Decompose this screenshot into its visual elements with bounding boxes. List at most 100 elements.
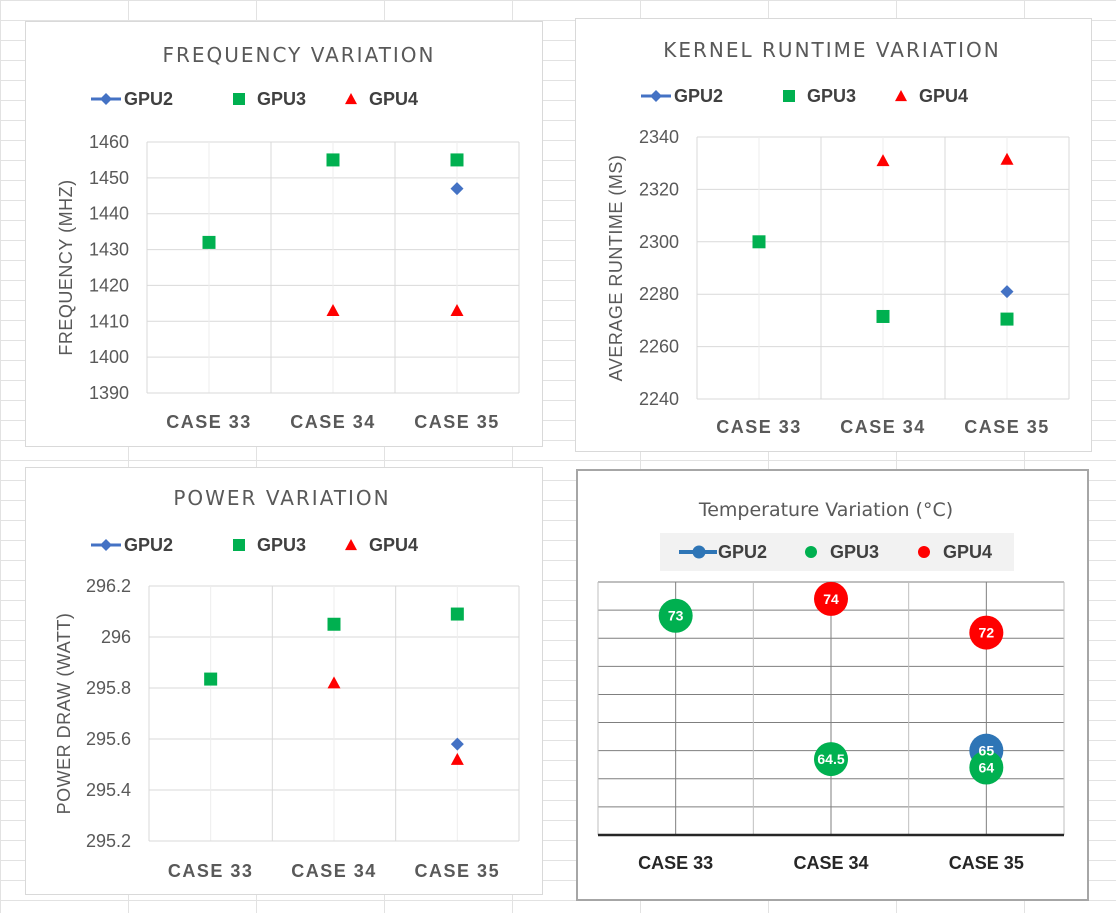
temperature-chart: Temperature Variation (°C) GPU2 GPU3 GPU4 CA… <box>597 499 1065 873</box>
y-tick-label: 1420 <box>89 275 129 295</box>
legend: GPU2 GPU3 GPU4 <box>91 535 418 555</box>
y-tick-label: 1450 <box>89 168 129 188</box>
point-gpu3-case-34 <box>876 309 890 323</box>
point-gpu3-case-33 <box>202 235 216 249</box>
y-tick-label: 295.8 <box>86 678 131 698</box>
gridlines <box>696 136 1070 400</box>
legend-background <box>660 533 1014 571</box>
y-tick-label: 2240 <box>639 389 679 409</box>
legend: GPU2 GPU3 GPU4 <box>641 86 968 106</box>
x-tick-label: CASE 35 <box>414 412 500 432</box>
x-tick-label: CASE 33 <box>166 412 252 432</box>
x-tick-label: CASE 34 <box>290 412 376 432</box>
point-gpu3-case-35 <box>969 750 1004 785</box>
legend-label-gpu4: GPU4 <box>919 86 968 106</box>
legend-label-gpu2: GPU2 <box>124 535 173 555</box>
legend-label-gpu4: GPU4 <box>369 535 418 555</box>
legend-label-gpu4: GPU4 <box>943 542 992 562</box>
y-tick-label: 2300 <box>639 232 679 252</box>
point-gpu3-case-34 <box>326 153 340 167</box>
legend-label-gpu3: GPU3 <box>257 535 306 555</box>
y-tick-label: 2320 <box>639 179 679 199</box>
data-label-gpu3-case-34: 64.5 <box>817 751 844 767</box>
legend-marker-gpu4 <box>895 90 907 102</box>
x-tick-label: CASE 35 <box>949 853 1024 873</box>
x-tick-label: CASE 33 <box>168 861 254 881</box>
gridlines <box>148 585 520 842</box>
legend-label-gpu3: GPU3 <box>830 542 879 562</box>
y-tick-label: 296 <box>101 627 131 647</box>
point-gpu3-case-33 <box>204 672 218 686</box>
power-chart-panel: POWER VARIATION GPU2 GPU3 GPU4 295.2 295.4 295… <box>25 467 543 895</box>
x-tick-label: CASE 33 <box>716 417 802 437</box>
legend: GPU2 GPU3 GPU4 <box>91 89 418 109</box>
y-tick-label: 1430 <box>89 240 129 260</box>
legend-marker-gpu3 <box>783 90 795 102</box>
point-gpu4-case-35 <box>969 615 1004 650</box>
y-axis-label: POWER DRAW (WATT) <box>54 613 74 815</box>
chart-title: POWER VARIATION <box>173 486 390 510</box>
data-label-gpu3-case-35: 64 <box>979 760 995 776</box>
y-tick-label: 1410 <box>89 311 129 331</box>
legend-label-gpu2: GPU2 <box>124 89 173 109</box>
y-tick-label: 295.6 <box>86 729 131 749</box>
point-gpu4-case-34 <box>814 581 848 616</box>
legend: GPU2 GPU3 GPU4 <box>660 533 1014 571</box>
y-tick-label: 295.2 <box>86 831 131 851</box>
power-chart: POWER VARIATION GPU2 GPU3 GPU4 295.2 295.4 295… <box>54 486 520 881</box>
y-tick-label: 1400 <box>89 347 129 367</box>
point-gpu3-case-35 <box>1000 312 1014 326</box>
point-gpu3-case-34 <box>814 742 848 777</box>
y-axis-label: FREQUENCY (MHZ) <box>56 179 76 355</box>
point-gpu4-case-35 <box>450 304 464 317</box>
y-tick-label: 1390 <box>89 383 129 403</box>
legend-marker-gpu2 <box>692 545 706 559</box>
point-gpu4-case-34 <box>326 304 340 317</box>
point-gpu4-case-34 <box>876 154 890 167</box>
legend-marker-gpu2 <box>650 90 662 102</box>
x-tick-label: CASE 34 <box>793 853 868 873</box>
y-tick-label: 2260 <box>639 337 679 357</box>
runtime-chart-panel: KERNEL RUNTIME VARIATION GPU2 GPU3 GPU4 2240… <box>575 18 1092 452</box>
point-gpu2-case-35 <box>450 182 464 196</box>
legend-label-gpu3: GPU3 <box>257 89 306 109</box>
x-tick-label: CASE 33 <box>638 853 713 873</box>
temperature-chart-panel: Temperature Variation (°C) GPU2 GPU3 GPU4 CA… <box>576 469 1089 901</box>
y-tick-label: 2340 <box>639 127 679 147</box>
x-tick-label: CASE 35 <box>964 417 1050 437</box>
x-tick-label: CASE 34 <box>840 417 926 437</box>
y-tick-label: 1460 <box>89 132 129 152</box>
point-gpu3-case-34 <box>327 617 341 631</box>
point-gpu2-case-35 <box>450 737 464 751</box>
legend-marker-gpu2 <box>100 93 112 105</box>
legend-label-gpu4: GPU4 <box>369 89 418 109</box>
point-gpu3-case-35 <box>450 153 464 167</box>
frequency-chart-panel: FREQUENCY VARIATION GPU2 GPU3 GPU4 1390 1400 1… <box>25 21 543 447</box>
point-gpu3-case-35 <box>450 607 464 621</box>
point-gpu4-case-34 <box>327 676 341 689</box>
data-points: 65 73 64.5 64 74 72 <box>658 581 1004 785</box>
chart-title: Temperature Variation (°C) <box>698 499 953 521</box>
legend-marker-gpu2 <box>100 539 112 551</box>
chart-title: FREQUENCY VARIATION <box>162 43 435 67</box>
data-label-gpu3-case-33: 73 <box>668 608 684 624</box>
legend-marker-gpu3 <box>233 539 245 551</box>
x-tick-label: CASE 35 <box>415 861 501 881</box>
data-points <box>752 152 1014 326</box>
runtime-chart: KERNEL RUNTIME VARIATION GPU2 GPU3 GPU4 2240… <box>606 38 1070 437</box>
data-label-gpu4-case-35: 72 <box>979 625 995 641</box>
legend-marker-gpu4 <box>918 546 930 558</box>
point-gpu4-case-35 <box>450 752 464 765</box>
point-gpu2-case-35 <box>1000 285 1014 299</box>
legend-marker-gpu4 <box>345 93 357 105</box>
legend-label-gpu2: GPU2 <box>718 542 767 562</box>
y-tick-label: 296.2 <box>86 576 131 596</box>
gridlines <box>146 141 520 394</box>
x-tick-label: CASE 34 <box>291 861 377 881</box>
y-tick-label: 2280 <box>639 284 679 304</box>
point-gpu3-case-33 <box>752 235 766 249</box>
chart-title: KERNEL RUNTIME VARIATION <box>663 38 1000 62</box>
data-label-gpu4-case-34: 74 <box>823 591 839 607</box>
legend-marker-gpu4 <box>345 539 357 551</box>
data-label-gpu2-case-35: 65 <box>979 743 995 759</box>
